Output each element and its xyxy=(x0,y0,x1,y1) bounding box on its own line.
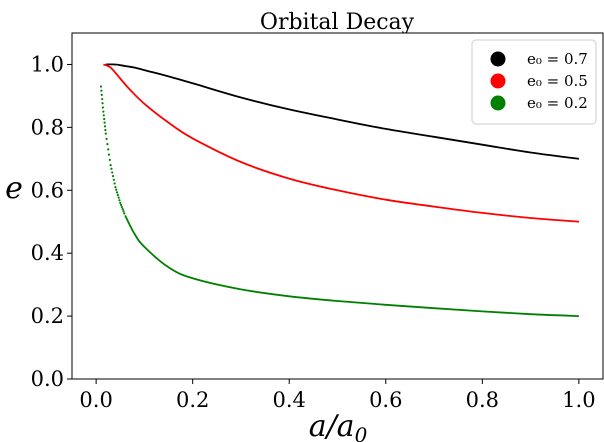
series-2-dot xyxy=(110,167,113,170)
series-2-dot xyxy=(99,85,103,88)
series-2-dot xyxy=(119,201,122,204)
series-2-dot xyxy=(111,171,114,174)
legend-items: e₀ = 0.7 e₀ = 0.5 e₀ = 0.2 xyxy=(490,50,588,112)
series-2-dot xyxy=(102,114,105,117)
series-1-line xyxy=(103,63,579,223)
series-2-dot xyxy=(102,110,105,113)
y-tick-label: 1.0 xyxy=(31,52,64,76)
series-0-line xyxy=(105,63,580,160)
series-2-dot xyxy=(107,153,111,156)
series-2-dot xyxy=(122,210,125,213)
series-2-dot xyxy=(104,132,107,135)
series-2-dot xyxy=(109,164,112,167)
x-tick-label: 1.0 xyxy=(562,388,595,412)
series-2-dot xyxy=(115,188,118,191)
chart-title: Orbital Decay xyxy=(260,10,415,35)
series-2-dot xyxy=(120,205,123,209)
series-2-dot xyxy=(111,175,115,178)
y-tick-label: 0.0 xyxy=(31,367,64,391)
legend-marker-2 xyxy=(490,95,506,111)
series-2-dot xyxy=(108,158,111,161)
x-tick-label: 0.8 xyxy=(466,388,499,412)
series-2-dot xyxy=(114,186,117,189)
series-2-dot xyxy=(118,199,121,202)
series-2-dot xyxy=(117,196,120,199)
series-layer xyxy=(99,63,580,317)
y-tick-label: 0.2 xyxy=(31,304,64,328)
series-2-dot xyxy=(112,178,115,181)
x-axis-label: a/a0 xyxy=(309,409,368,442)
y-tick-label: 0.6 xyxy=(31,178,64,202)
series-2-dot xyxy=(123,212,126,215)
series-2-dot xyxy=(107,148,110,151)
legend-marker-1 xyxy=(490,73,506,89)
series-2-dot xyxy=(103,121,106,124)
series-2-dot xyxy=(103,117,106,121)
series-1 xyxy=(103,63,579,223)
series-2-dot xyxy=(100,89,103,92)
y-axis: 0.0 0.2 0.4 0.6 0.8 1.0 xyxy=(31,52,72,391)
legend-label-1: e₀ = 0.5 xyxy=(527,72,588,90)
series-2-dot xyxy=(101,102,104,105)
series-2-dot xyxy=(116,193,119,197)
series-2-dot xyxy=(113,182,116,185)
x-tick-label: 0.4 xyxy=(273,388,306,412)
series-2-dot xyxy=(106,143,109,146)
y-tick-label: 0.4 xyxy=(31,241,64,265)
series-0 xyxy=(105,63,580,160)
series-2 xyxy=(99,85,579,317)
series-2-dot xyxy=(103,125,107,128)
x-tick-label: 0.6 xyxy=(369,388,402,412)
legend: e₀ = 0.7 e₀ = 0.5 e₀ = 0.2 xyxy=(471,39,597,125)
x-tick-label: 0.0 xyxy=(79,388,112,412)
series-2-dot xyxy=(105,137,108,140)
series-2-dot xyxy=(100,93,103,96)
legend-marker-0 xyxy=(490,51,506,67)
y-tick-label: 0.8 xyxy=(31,115,64,139)
legend-label-2: e₀ = 0.2 xyxy=(527,94,588,112)
series-2-dot xyxy=(101,106,105,109)
x-tick-label: 0.2 xyxy=(176,388,209,412)
series-2-dot xyxy=(115,191,119,194)
y-axis-label: e xyxy=(5,171,23,206)
x-axis: 0.0 0.2 0.4 0.6 0.8 1.0 xyxy=(79,379,596,412)
legend-label-0: e₀ = 0.7 xyxy=(527,50,588,68)
series-2-line xyxy=(124,214,579,317)
series-2-dot xyxy=(104,128,107,132)
series-2-dot xyxy=(121,208,124,211)
series-2-dot xyxy=(119,203,123,207)
series-2-dot xyxy=(101,97,104,101)
